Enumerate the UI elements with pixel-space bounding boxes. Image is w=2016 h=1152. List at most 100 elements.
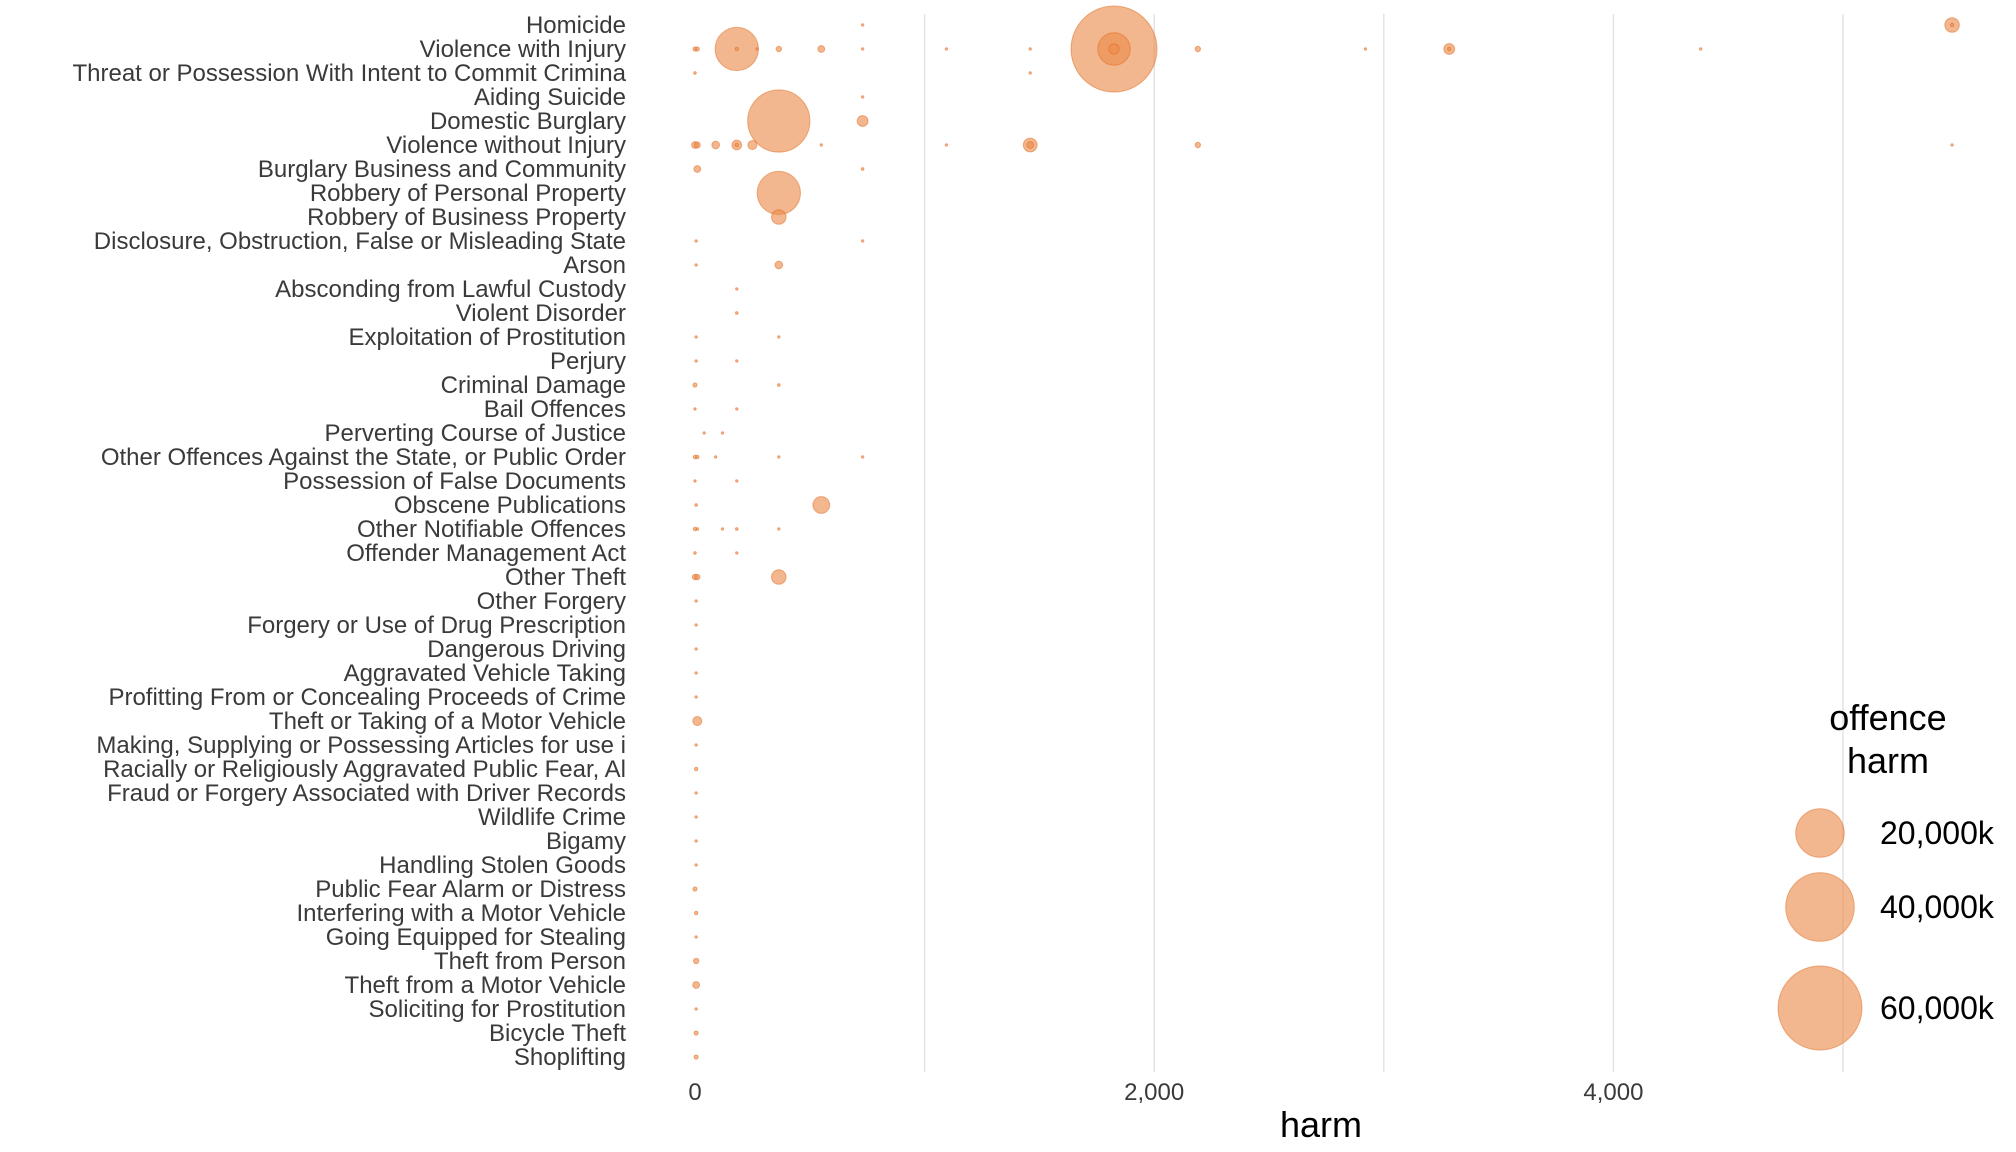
category-label: Violence without Injury	[386, 132, 626, 159]
category-label: Forgery or Use of Drug Prescription	[247, 612, 626, 639]
data-point	[711, 140, 720, 150]
category-label: Criminal Damage	[441, 372, 626, 399]
category-label: Soliciting for Prostitution	[369, 996, 626, 1023]
category-label: Perjury	[550, 348, 626, 375]
data-point	[735, 359, 739, 363]
data-point	[694, 791, 698, 795]
gridlines	[923, 14, 1844, 1072]
data-point	[694, 1007, 698, 1011]
data-point	[692, 981, 701, 989]
category-label: Homicide	[526, 12, 626, 39]
category-label: Theft from Person	[434, 948, 626, 975]
data-point	[693, 479, 697, 483]
data-point	[694, 863, 698, 867]
category-label: Exploitation of Prostitution	[349, 324, 627, 351]
data-points	[691, 5, 1960, 1060]
data-point	[747, 89, 811, 153]
x-axis-title: harm	[1280, 1104, 1362, 1145]
data-point	[860, 455, 865, 459]
category-label: Violent Disorder	[456, 300, 626, 327]
data-point	[1363, 47, 1368, 51]
data-point	[702, 431, 706, 435]
data-point	[747, 139, 758, 151]
data-point	[693, 1030, 699, 1036]
category-label: Possession of False Documents	[283, 468, 626, 495]
category-label: Profitting From or Concealing Proceeds o…	[108, 684, 626, 711]
category-label: Threat or Possession With Intent to Comm…	[72, 60, 626, 87]
data-point	[860, 23, 865, 27]
legend-title: harm	[1847, 740, 1929, 781]
category-label: Domestic Burglary	[430, 108, 626, 135]
category-label: Other Forgery	[477, 588, 626, 615]
data-point	[1950, 143, 1954, 147]
category-label: Making, Supplying or Possessing Articles…	[96, 732, 626, 759]
data-point	[694, 623, 698, 627]
data-point	[694, 46, 700, 52]
category-label: Going Equipped for Stealing	[326, 924, 626, 951]
category-label: Racially or Religiously Aggravated Publi…	[103, 756, 626, 783]
category-label: Public Fear Alarm or Distress	[315, 876, 626, 903]
data-point	[812, 496, 831, 514]
data-point	[694, 359, 698, 363]
data-point	[693, 766, 699, 772]
data-point	[756, 170, 801, 216]
legend-key-circle	[1795, 808, 1845, 858]
category-label: Bicycle Theft	[489, 1020, 626, 1047]
legend-label: 60,000k	[1880, 990, 1995, 1026]
x-tick-label: 0	[688, 1079, 701, 1106]
data-point	[692, 715, 703, 727]
category-label: Bigamy	[546, 828, 626, 855]
x-tick-label: 4,000	[1583, 1079, 1643, 1106]
data-point	[1194, 45, 1202, 53]
category-label: Other Notifiable Offences	[357, 516, 626, 543]
data-point	[860, 95, 865, 99]
data-point	[713, 455, 718, 459]
data-point	[694, 839, 698, 843]
data-point	[944, 47, 949, 51]
data-point	[734, 527, 739, 531]
data-point	[775, 45, 783, 53]
legend-key-circle	[1785, 872, 1855, 942]
data-point	[694, 743, 698, 747]
category-label: Obscene Publications	[394, 492, 626, 519]
category-label: Fraud or Forgery Associated with Driver …	[107, 780, 626, 807]
data-point	[720, 431, 725, 435]
data-point	[776, 383, 781, 387]
data-point	[1028, 71, 1032, 75]
data-point	[694, 671, 698, 675]
data-point	[694, 335, 698, 339]
data-point	[1028, 47, 1032, 51]
category-label: Offender Management Act	[346, 540, 626, 567]
data-point	[735, 551, 739, 555]
data-point	[734, 142, 740, 148]
category-label: Dangerous Driving	[427, 636, 626, 663]
data-point	[771, 569, 787, 585]
category-label: Handling Stolen Goods	[379, 852, 626, 879]
data-point	[720, 527, 725, 531]
data-point	[817, 45, 826, 53]
category-label: Absconding from Lawful Custody	[275, 276, 626, 303]
data-point	[777, 455, 781, 459]
data-point	[771, 209, 787, 225]
data-point	[694, 695, 698, 699]
data-point	[693, 165, 702, 173]
category-label: Disclosure, Obstruction, False or Mislea…	[94, 228, 626, 255]
data-point	[734, 311, 739, 315]
data-point	[693, 407, 697, 411]
data-point	[694, 935, 698, 939]
data-point	[777, 335, 781, 339]
data-point	[693, 910, 699, 916]
data-point	[694, 503, 698, 507]
x-axis: 0 2,000 4,000	[688, 1079, 1643, 1106]
category-label: Other Theft	[505, 564, 626, 591]
data-point	[695, 454, 700, 460]
data-point	[694, 815, 698, 819]
data-point	[1026, 141, 1035, 149]
data-point	[694, 573, 701, 581]
category-label: Burglary Business and Community	[258, 156, 626, 183]
data-point	[692, 957, 700, 965]
data-point	[777, 527, 781, 531]
